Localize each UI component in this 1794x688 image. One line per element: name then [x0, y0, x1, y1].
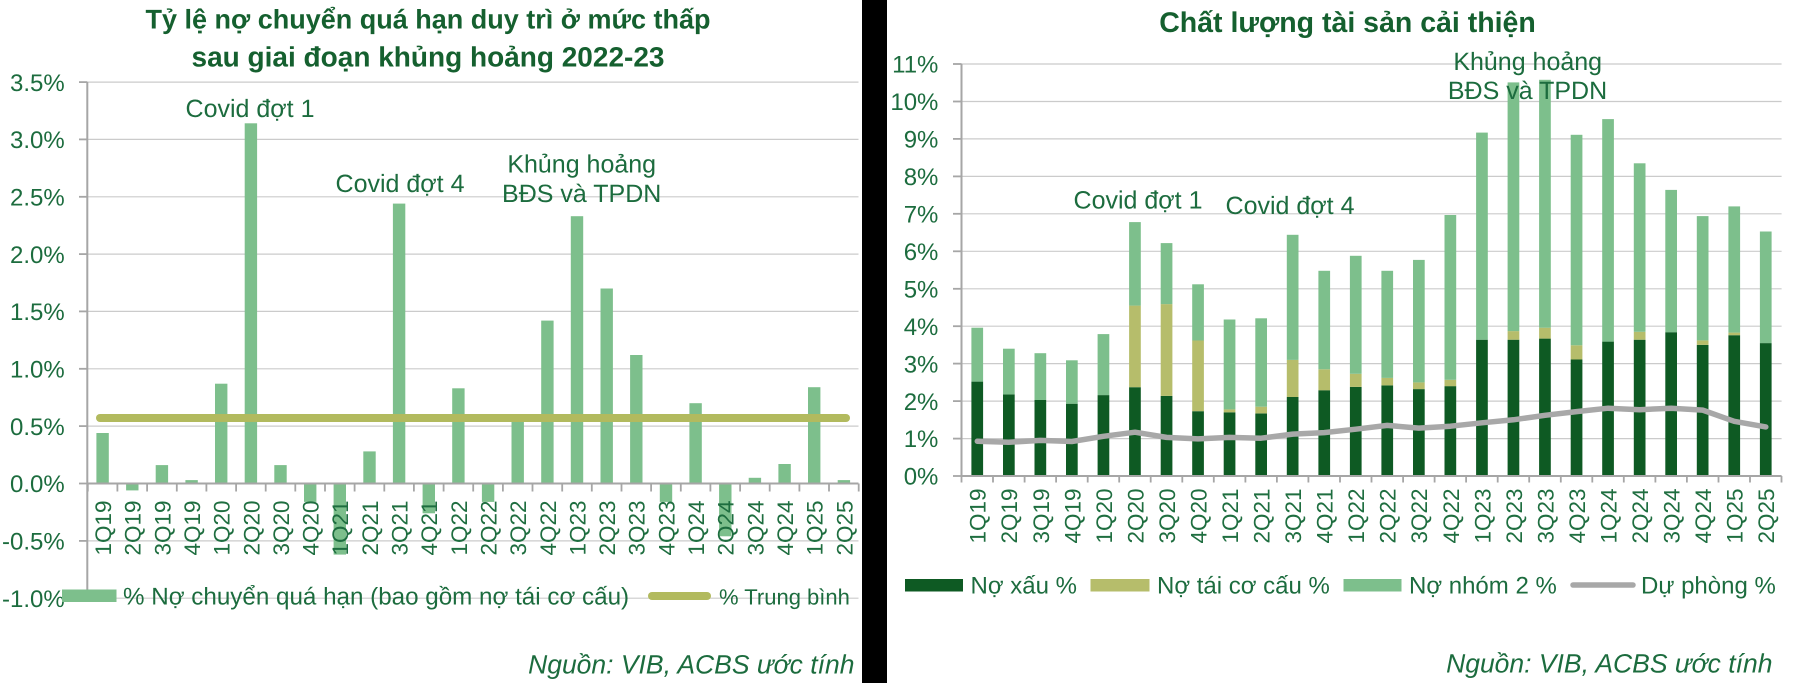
svg-text:Tỷ lệ nợ chuyển quá hạn duy tr: Tỷ lệ nợ chuyển quá hạn duy trì ở mức th…: [145, 5, 710, 35]
svg-text:Khủng hoảng: Khủng hoảng: [507, 151, 656, 179]
svg-text:1Q22: 1Q22: [1344, 488, 1369, 543]
svg-text:1Q25: 1Q25: [1723, 488, 1748, 543]
svg-text:Nợ nhóm 2 %: Nợ nhóm 2 %: [1409, 573, 1557, 600]
svg-text:-0.5%: -0.5%: [2, 529, 65, 556]
svg-text:3Q24: 3Q24: [743, 500, 768, 555]
svg-text:sau giai đoạn khủng hoảng 2022: sau giai đoạn khủng hoảng 2022-23: [192, 42, 665, 73]
svg-text:3.0%: 3.0%: [10, 127, 65, 154]
svg-text:3Q23: 3Q23: [1533, 488, 1558, 543]
svg-text:1Q19: 1Q19: [966, 488, 991, 543]
svg-text:8%: 8%: [904, 164, 939, 191]
svg-text:1.5%: 1.5%: [10, 299, 65, 326]
svg-text:% Trung bình: % Trung bình: [719, 585, 850, 610]
svg-text:0.0%: 0.0%: [10, 471, 65, 498]
svg-text:Covid đợt 1: Covid đợt 1: [186, 95, 315, 123]
svg-text:4%: 4%: [904, 314, 939, 341]
svg-text:1Q20: 1Q20: [210, 500, 235, 555]
svg-text:% Nợ chuyển quá hạn (bao gồm n: % Nợ chuyển quá hạn (bao gồm nợ tái cơ c…: [123, 584, 629, 611]
svg-text:Covid đợt 4: Covid đợt 4: [336, 170, 465, 198]
svg-text:1Q21: 1Q21: [1218, 488, 1243, 543]
svg-text:Nguồn: VIB, ACBS ước tính: Nguồn: VIB, ACBS ước tính: [528, 650, 854, 680]
svg-text:0.5%: 0.5%: [10, 414, 65, 441]
svg-text:2Q19: 2Q19: [121, 500, 146, 555]
svg-text:3Q20: 3Q20: [269, 500, 294, 555]
svg-text:3Q19: 3Q19: [1029, 488, 1054, 543]
svg-text:3.5%: 3.5%: [10, 70, 65, 97]
svg-text:1Q25: 1Q25: [803, 500, 828, 555]
svg-text:3Q22: 3Q22: [1407, 488, 1432, 543]
svg-text:4Q22: 4Q22: [1439, 488, 1464, 543]
svg-text:4Q21: 4Q21: [417, 500, 442, 555]
svg-text:2%: 2%: [904, 389, 939, 416]
svg-text:1Q21: 1Q21: [328, 500, 353, 555]
svg-text:1%: 1%: [904, 426, 939, 453]
svg-text:2.0%: 2.0%: [10, 242, 65, 269]
svg-text:0%: 0%: [904, 464, 939, 491]
svg-text:2Q25: 2Q25: [1754, 488, 1779, 543]
svg-text:1Q24: 1Q24: [684, 500, 709, 555]
svg-text:4Q19: 4Q19: [180, 500, 205, 555]
svg-text:7%: 7%: [904, 202, 939, 229]
svg-text:Nợ xấu %: Nợ xấu %: [971, 573, 1077, 600]
svg-text:Khủng hoảng: Khủng hoảng: [1453, 48, 1602, 76]
svg-text:4Q23: 4Q23: [1565, 488, 1590, 543]
svg-text:Chất lượng tài sản cải thiện: Chất lượng tài sản cải thiện: [1159, 7, 1536, 39]
svg-text:3%: 3%: [904, 351, 939, 378]
svg-text:4Q24: 4Q24: [773, 500, 798, 555]
svg-text:2Q19: 2Q19: [997, 488, 1022, 543]
svg-text:3Q19: 3Q19: [150, 500, 175, 555]
svg-text:3Q22: 3Q22: [506, 500, 531, 555]
svg-text:11%: 11%: [892, 52, 938, 79]
svg-text:1Q23: 1Q23: [565, 500, 590, 555]
svg-text:2Q24: 2Q24: [1628, 488, 1653, 543]
svg-text:4Q22: 4Q22: [536, 500, 561, 555]
svg-text:6%: 6%: [904, 239, 939, 266]
svg-text:9%: 9%: [904, 127, 939, 154]
svg-text:2Q20: 2Q20: [1123, 488, 1148, 543]
svg-text:1Q19: 1Q19: [91, 500, 116, 555]
svg-text:2Q25: 2Q25: [832, 500, 857, 555]
svg-text:3Q24: 3Q24: [1660, 488, 1685, 543]
svg-text:2Q20: 2Q20: [239, 500, 264, 555]
svg-text:1Q20: 1Q20: [1092, 488, 1117, 543]
svg-text:2Q21: 2Q21: [1250, 488, 1275, 543]
svg-text:3Q21: 3Q21: [388, 500, 413, 555]
svg-text:Nguồn: VIB, ACBS ước tính: Nguồn: VIB, ACBS ước tính: [1446, 649, 1772, 679]
svg-text:2Q24: 2Q24: [714, 500, 739, 555]
svg-text:BĐS và TPDN: BĐS và TPDN: [1448, 77, 1607, 105]
svg-text:4Q20: 4Q20: [299, 500, 324, 555]
svg-text:4Q21: 4Q21: [1313, 488, 1338, 543]
svg-text:2Q23: 2Q23: [1502, 488, 1527, 543]
svg-text:4Q23: 4Q23: [654, 500, 679, 555]
svg-text:2Q22: 2Q22: [1376, 488, 1401, 543]
svg-text:Covid đợt 4: Covid đợt 4: [1226, 192, 1355, 220]
svg-text:2.5%: 2.5%: [10, 184, 65, 211]
svg-text:4Q24: 4Q24: [1691, 488, 1716, 543]
svg-text:1Q22: 1Q22: [447, 500, 472, 555]
svg-text:10%: 10%: [890, 89, 938, 116]
svg-text:3Q20: 3Q20: [1155, 488, 1180, 543]
svg-text:Nợ tái cơ cấu %: Nợ tái cơ cấu %: [1157, 573, 1330, 600]
svg-text:1.0%: 1.0%: [10, 357, 65, 384]
svg-text:BĐS và TPDN: BĐS và TPDN: [502, 180, 661, 208]
svg-text:2Q23: 2Q23: [595, 500, 620, 555]
svg-text:1Q23: 1Q23: [1470, 488, 1495, 543]
svg-text:Covid đợt 1: Covid đợt 1: [1074, 187, 1203, 215]
svg-text:-1.0%: -1.0%: [2, 586, 65, 613]
svg-text:4Q20: 4Q20: [1187, 488, 1212, 543]
svg-text:3Q21: 3Q21: [1281, 488, 1306, 543]
svg-text:3Q23: 3Q23: [625, 500, 650, 555]
svg-text:2Q22: 2Q22: [477, 500, 502, 555]
svg-text:4Q19: 4Q19: [1060, 488, 1085, 543]
svg-text:Dự phòng %: Dự phòng %: [1641, 573, 1776, 600]
svg-text:2Q21: 2Q21: [358, 500, 383, 555]
svg-text:1Q24: 1Q24: [1597, 488, 1622, 543]
svg-text:5%: 5%: [904, 276, 939, 303]
